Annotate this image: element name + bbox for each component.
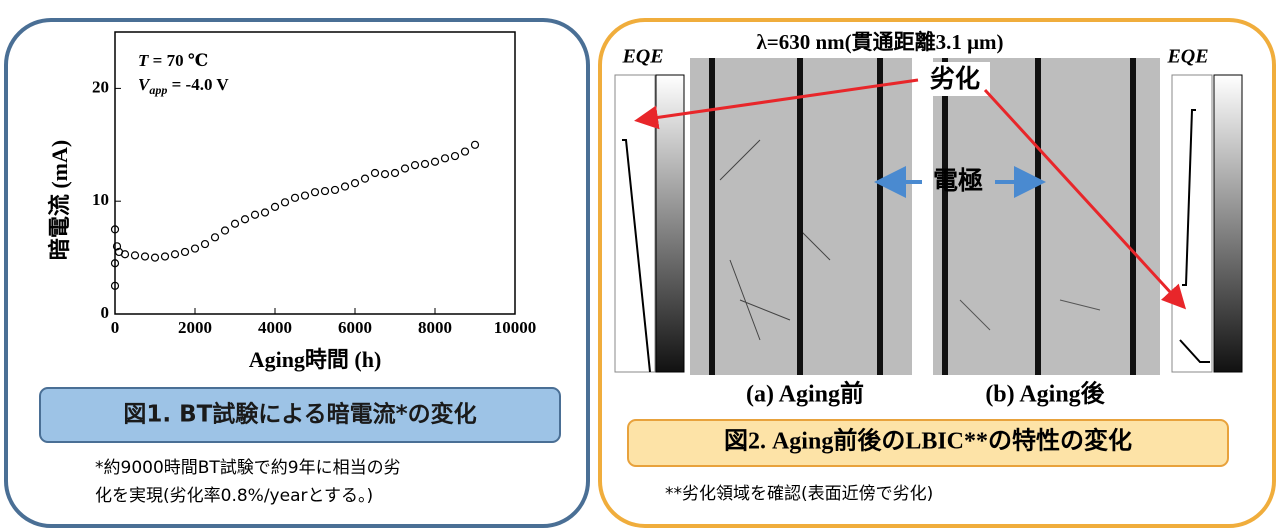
x-tick-label: 6000: [338, 318, 372, 337]
x-tick-label: 4000: [258, 318, 292, 337]
point: [220, 226, 230, 235]
y-tick-label: 10: [92, 190, 109, 209]
eqe-colorbar: [1213, 74, 1243, 373]
point: [210, 233, 220, 242]
heading: λ=630 nm(貫通距離3.1 μm): [756, 30, 1003, 54]
point: [440, 154, 450, 163]
arrow: [983, 88, 1187, 310]
annotation-part: = 70 ℃: [148, 51, 208, 70]
eqe-curve: [1179, 339, 1210, 363]
point: [160, 252, 170, 261]
point: [200, 239, 210, 249]
caption: 図2. Aging前後のLBIC**の特性の変化: [724, 427, 1132, 455]
point: [110, 259, 120, 268]
point: [270, 202, 280, 211]
note: 化を実現(劣化率0.8%/yearとする。): [95, 486, 373, 506]
point: [410, 161, 420, 170]
point: [430, 157, 440, 166]
point: [330, 185, 340, 195]
crack: [719, 139, 831, 341]
annotation: Vapp = -4.0 V: [138, 75, 229, 97]
point: [140, 252, 150, 261]
point: [180, 247, 190, 257]
point: [470, 140, 480, 149]
point: [420, 159, 430, 169]
x-tick-label: 10000: [494, 318, 537, 337]
point: [170, 250, 180, 259]
electrode-line: [942, 58, 948, 375]
point: [400, 164, 410, 173]
electrode-label: 電極: [933, 166, 983, 195]
lbic-image-b: [933, 58, 1160, 375]
caption-box: [627, 419, 1229, 467]
point: [340, 182, 350, 191]
point: [380, 170, 390, 179]
point: [370, 168, 380, 178]
point: [240, 215, 250, 224]
right-panel: [598, 18, 1276, 528]
annotation-part: T: [138, 51, 149, 70]
point: [450, 151, 460, 161]
left-panel: [4, 18, 590, 528]
electrode-line: [1035, 58, 1041, 375]
annotation-part: = -4.0 V: [167, 75, 229, 94]
chart: Aging時間 (h) 暗電流 (mA) T = 70 ℃ Vapp = -4.…: [47, 31, 537, 372]
plot-frame: [114, 31, 516, 315]
point: [310, 188, 320, 197]
y-axis-label: 暗電流 (mA): [47, 140, 72, 260]
note: **劣化領域を確認(表面近傍で劣化): [665, 484, 933, 504]
y-tick-label: 0: [101, 303, 110, 322]
electrode-line: [877, 58, 883, 375]
point: [190, 244, 200, 253]
electrode-line: [1130, 58, 1136, 375]
y-tick-label: 20: [92, 77, 109, 96]
x-tick-label: 8000: [418, 318, 452, 337]
point: [230, 219, 240, 228]
x-tick-label: 2000: [178, 318, 212, 337]
point: [150, 253, 160, 262]
eqe-label: EQE: [1166, 46, 1208, 68]
eqe-colorbar: [655, 74, 685, 373]
point: [110, 281, 120, 290]
x-axis-label: Aging時間 (h): [249, 347, 382, 372]
crack: [959, 299, 1101, 331]
point: [250, 210, 260, 219]
electrode-line: [797, 58, 803, 375]
point: [120, 250, 130, 259]
point: [390, 168, 400, 178]
point: [350, 179, 360, 188]
image-label: (b) Aging後: [985, 380, 1105, 408]
point: [460, 147, 470, 156]
point: [112, 242, 122, 251]
annotation-sub: app: [149, 83, 167, 97]
annotation: T = 70 ℃: [138, 51, 208, 70]
degradation-label: 劣化: [930, 64, 980, 93]
point: [130, 251, 140, 260]
point: [320, 186, 330, 196]
arrow: [634, 78, 919, 130]
caption: 図1. BT試験による暗電流*の変化: [123, 401, 476, 428]
note: *約9000時間BT試験で約9年に相当の劣: [95, 458, 401, 478]
x-tick-label: 0: [111, 318, 120, 337]
point: [260, 208, 270, 217]
point: [280, 198, 290, 207]
label-bg: [920, 62, 990, 96]
point: [110, 225, 120, 234]
eqe-label: EQE: [621, 46, 663, 68]
point: [290, 193, 300, 202]
annotation-part: V: [138, 75, 151, 94]
caption-box: [39, 387, 561, 443]
image-label: (a) Aging前: [746, 380, 864, 408]
point: [360, 174, 370, 183]
eqe-curve: [622, 139, 651, 373]
point: [300, 191, 310, 200]
electrode-line: [709, 58, 715, 375]
